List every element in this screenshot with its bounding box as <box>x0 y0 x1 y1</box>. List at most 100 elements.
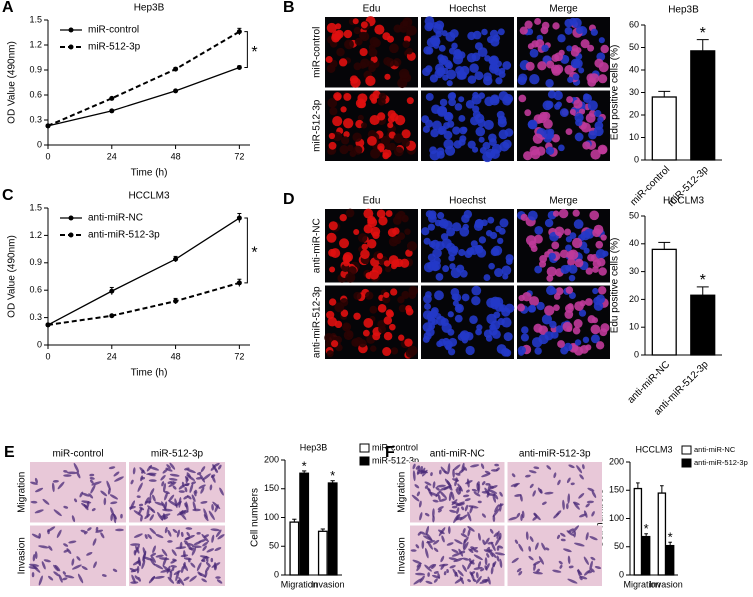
row-label: anti-miR-NC <box>312 218 323 273</box>
nucleus <box>498 227 506 235</box>
nucleus <box>488 262 495 270</box>
cell <box>453 557 464 563</box>
cell <box>437 506 444 511</box>
cell <box>141 559 146 570</box>
panel-letter: D <box>283 191 295 208</box>
nucleus <box>598 267 607 276</box>
cell <box>103 497 107 506</box>
nucleus <box>442 265 450 273</box>
nucleus <box>446 80 453 87</box>
cell <box>209 484 213 491</box>
nucleus <box>448 348 456 356</box>
nucleus <box>425 93 434 101</box>
micrograph <box>421 285 515 359</box>
cell <box>167 576 175 584</box>
legend-label: miR-control <box>372 442 418 452</box>
nucleus <box>328 298 337 306</box>
chart-title: HCCLM3 <box>663 196 705 207</box>
nucleus <box>489 95 500 106</box>
cell <box>443 485 452 491</box>
cell <box>446 542 454 546</box>
y-tick-label: 0 <box>634 154 639 164</box>
nucleus <box>367 239 377 249</box>
nucleus <box>471 285 482 296</box>
cell <box>211 562 221 568</box>
cell <box>200 500 208 504</box>
nucleus <box>384 73 391 80</box>
nucleus <box>585 267 593 275</box>
nucleus <box>596 257 606 267</box>
nucleus <box>390 347 399 355</box>
cell <box>449 565 456 569</box>
nucleus <box>332 131 343 142</box>
nucleus <box>445 31 456 42</box>
nucleus <box>444 112 453 120</box>
cell <box>480 568 485 572</box>
nucleus <box>353 145 363 155</box>
nucleus <box>589 73 600 84</box>
cell <box>477 500 482 504</box>
nucleus <box>469 315 478 324</box>
nucleus <box>423 237 431 245</box>
cell <box>570 482 575 486</box>
cell <box>586 500 594 504</box>
cell <box>466 489 470 493</box>
cell <box>412 470 416 482</box>
cell <box>167 481 173 484</box>
nucleus <box>401 214 409 223</box>
legend-marker <box>68 44 74 50</box>
cell <box>31 572 35 578</box>
micrograph <box>421 16 514 88</box>
nucleus <box>436 67 446 77</box>
nucleus <box>590 28 598 36</box>
cell <box>573 530 576 538</box>
cell <box>566 503 569 510</box>
nucleus <box>382 295 391 304</box>
cell <box>545 547 550 551</box>
bar <box>641 535 651 576</box>
legend-marker <box>68 27 74 33</box>
nucleus <box>408 285 419 296</box>
cell <box>432 515 435 523</box>
cell <box>132 467 136 475</box>
cell <box>466 478 470 488</box>
nucleus <box>449 92 457 100</box>
nucleus <box>433 257 441 265</box>
cell <box>138 507 143 515</box>
nucleus <box>424 16 435 26</box>
nucleus <box>461 293 470 302</box>
cell <box>424 485 428 489</box>
nucleus <box>430 128 439 138</box>
y-tick-label: 1.2 <box>29 230 42 240</box>
cell <box>462 528 466 534</box>
cell <box>161 508 173 512</box>
bar <box>657 492 667 576</box>
nucleus <box>369 305 378 314</box>
cell <box>567 528 575 533</box>
nucleus <box>554 226 565 237</box>
cell <box>148 479 157 482</box>
cell <box>185 527 193 530</box>
nucleus <box>383 316 393 325</box>
nucleus <box>544 218 554 228</box>
cell <box>589 560 593 572</box>
cell <box>590 556 596 561</box>
cell <box>499 503 502 512</box>
nucleus <box>436 315 446 326</box>
cell <box>441 535 445 543</box>
nucleus <box>600 44 609 54</box>
nucleus <box>459 135 467 143</box>
cell <box>200 486 205 494</box>
cell <box>475 571 479 579</box>
cell <box>525 531 529 541</box>
cell <box>532 490 536 497</box>
cell <box>533 513 541 521</box>
cell <box>151 552 157 556</box>
cell <box>516 568 522 573</box>
legend-label: miR-control <box>88 25 139 36</box>
nucleus <box>578 67 585 74</box>
cell <box>480 463 485 469</box>
bar <box>317 530 328 576</box>
nucleus <box>502 273 509 280</box>
cell <box>178 496 182 508</box>
